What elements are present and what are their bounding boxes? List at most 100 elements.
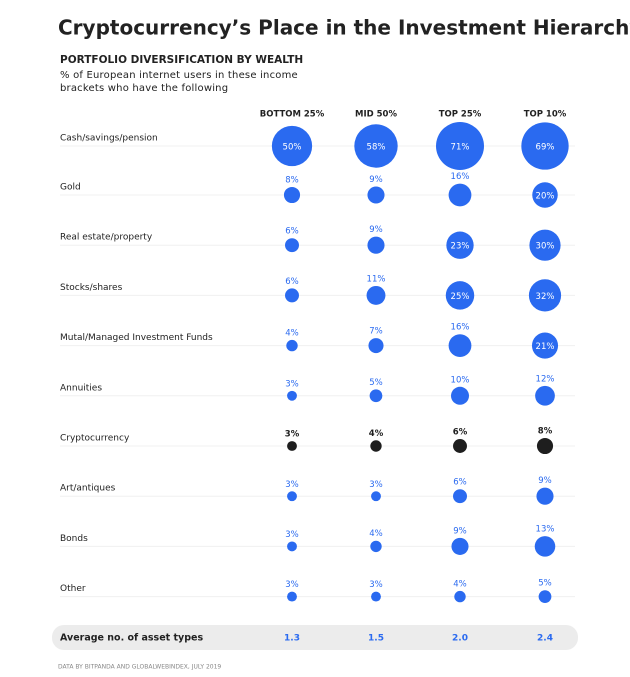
row-label: Cash/savings/pension (60, 134, 158, 144)
bubble (535, 385, 555, 406)
description: % of European internet users in these in… (60, 70, 298, 94)
value-label: 8% (285, 175, 299, 185)
row-label: Art/antiques (60, 484, 116, 494)
average-band (52, 625, 578, 650)
bubble (451, 537, 469, 555)
bubble (436, 122, 484, 170)
value-label: 23% (451, 242, 470, 252)
average-value: 2.4 (537, 634, 553, 644)
bubble (367, 186, 385, 204)
value-label: 4% (285, 328, 299, 338)
bubble (453, 489, 467, 504)
bubble (529, 229, 561, 261)
bubble (285, 288, 299, 303)
value-label: 6% (453, 478, 467, 488)
value-label: 3% (369, 580, 383, 590)
average-value: 1.3 (284, 634, 300, 644)
average-value: 1.5 (368, 634, 384, 644)
value-label: 4% (453, 579, 467, 589)
value-label: 7% (369, 327, 383, 337)
bubble (287, 441, 297, 451)
bubble (369, 389, 383, 403)
value-label: 9% (453, 526, 467, 536)
row-label: Mutal/Managed Investment Funds (60, 333, 213, 343)
value-label: 25% (451, 292, 470, 302)
value-label: 69% (536, 143, 555, 153)
bubble (538, 590, 552, 603)
value-label: 9% (369, 175, 383, 185)
value-label: 4% (369, 529, 383, 539)
bubble (448, 334, 472, 357)
value-label: 3% (285, 580, 299, 590)
bubble (370, 440, 382, 452)
value-label: 30% (536, 242, 555, 252)
value-label: 21% (536, 342, 555, 352)
bubble (534, 536, 556, 557)
row-label: Other (60, 584, 86, 594)
bubble (454, 590, 466, 603)
bubble (368, 338, 384, 354)
value-label: 5% (538, 579, 552, 589)
value-label: 3% (285, 480, 299, 490)
bubble (371, 591, 381, 602)
bubble (446, 231, 474, 259)
bubble (287, 390, 297, 401)
bubble (286, 339, 298, 352)
value-label: 8% (538, 426, 553, 436)
value-label: 3% (285, 379, 299, 389)
value-label: 16% (451, 323, 470, 333)
value-label: 9% (369, 225, 383, 235)
row-label: Bonds (60, 534, 88, 544)
value-label: 71% (451, 143, 470, 153)
column-header: TOP 25% (439, 110, 482, 120)
average-label: Average no. of asset types (60, 633, 203, 644)
bubble (354, 124, 398, 168)
bubble (536, 487, 554, 505)
bubble (367, 236, 385, 254)
source: DATA BY BITPANDA AND GLOBALWEBINDEX, JUL… (58, 664, 221, 671)
value-label: 12% (536, 374, 555, 384)
value-label: 16% (451, 172, 470, 182)
value-label: 20% (536, 192, 555, 202)
value-label: 58% (367, 143, 386, 153)
average-value: 2.0 (452, 634, 468, 644)
bubble (287, 491, 297, 502)
value-label: 6% (285, 227, 299, 237)
value-label: 3% (285, 430, 300, 440)
value-label: 11% (367, 274, 386, 284)
value-label: 13% (536, 525, 555, 535)
chart-subtitle: PORTFOLIO DIVERSIFICATION BY WEALTH (60, 54, 303, 66)
value-label: 9% (538, 476, 552, 486)
bubble (453, 439, 467, 453)
bubble (528, 279, 562, 312)
bubble (536, 437, 554, 455)
value-label: 50% (283, 143, 302, 153)
bubble (287, 541, 297, 552)
bubble (531, 332, 559, 359)
bubble (532, 182, 558, 208)
row-label: Annuities (60, 383, 102, 393)
column-header: TOP 10% (524, 110, 567, 120)
value-label: 3% (369, 480, 383, 490)
bubble (285, 238, 299, 253)
value-label: 10% (451, 375, 470, 385)
column-header: BOTTOM 25% (260, 110, 325, 120)
bubble (450, 386, 470, 405)
bubble (448, 183, 472, 207)
bubble (271, 125, 313, 167)
value-label: 6% (285, 277, 299, 287)
value-label: 4% (369, 429, 384, 439)
bubble (445, 281, 475, 310)
bubble (283, 186, 301, 204)
bubble (370, 540, 382, 553)
column-header: MID 50% (355, 110, 397, 120)
bubble (366, 285, 386, 305)
row-label: Cryptocurrency (60, 434, 130, 444)
bubble (287, 591, 297, 602)
value-label: 5% (369, 378, 383, 388)
bubble (521, 122, 569, 170)
value-label: 32% (536, 292, 555, 302)
value-label: 6% (453, 428, 468, 438)
